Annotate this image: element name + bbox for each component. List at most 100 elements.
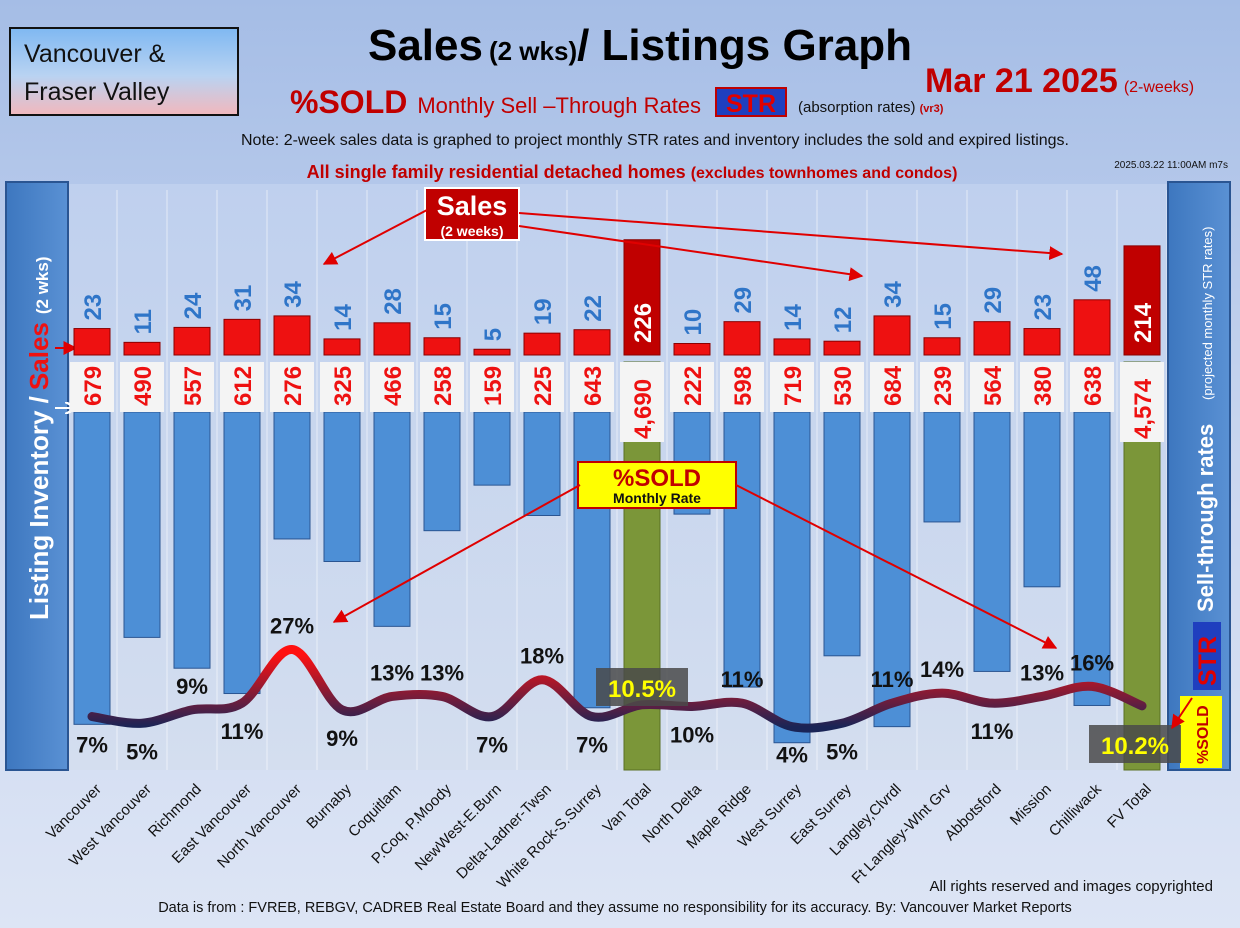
str-curve [87,645,1147,733]
str-value-label: 7% [576,733,608,758]
str-total-label: 10.2% [1101,733,1169,760]
inventory-bar [73,411,111,725]
str-value-label: 4% [776,743,808,768]
sales-arrow-mid [518,225,864,282]
sales-bar [723,321,761,356]
sales-value-label: 12 [830,306,857,333]
subtitle: All single family residential detached h… [307,162,958,182]
str-value-label: 5% [826,739,858,764]
inventory-label-box [720,362,764,412]
inventory-label-box [1020,362,1064,412]
str-value-label: 10% [670,723,714,748]
sales-value-label: 48 [1080,265,1107,292]
sales-value-label: 34 [880,281,907,308]
inventory-value-label: 222 [680,366,707,406]
sales-value-label: 34 [280,281,307,308]
sales-value-label: 29 [730,287,757,314]
sales-bar [823,340,861,356]
inventory-label-box [370,362,414,412]
inventory-value-label: 679 [80,366,107,406]
sales-bar [1023,328,1061,356]
sales-value-label: 5 [480,328,507,341]
str-total-box [1089,725,1181,763]
inventory-value-label: 159 [480,366,507,406]
report-date: Mar 21 2025 (2-weeks) [925,62,1194,100]
sales-value-label: 214 [1130,302,1157,343]
inventory-value-label: 239 [930,366,957,406]
str-value-label: 11% [221,719,264,744]
inventory-bar [373,411,411,627]
sold-callout-title: %SOLD [613,465,701,492]
sales-value-label: 23 [1030,294,1057,321]
str-value-label: 18% [520,644,564,669]
sales-callout [424,187,520,241]
sales-value-label: 14 [780,304,807,331]
right-axis-title: Sell-through rates [1193,424,1218,612]
page-title: Sales (2 wks)/ Listings Graph [368,21,912,70]
data-source-text: Data is from : FVREB, REBGV, CADREB Real… [158,900,1072,916]
inventory-bar [173,411,211,669]
sales-value-label: 14 [330,304,357,331]
sales-bar [1073,299,1111,356]
sales-bar [323,338,361,356]
region-line1: Vancouver & [24,40,166,68]
inventory-bar [473,411,511,486]
sales-arrow-left [322,209,428,265]
str-value-label: 11% [721,667,764,692]
sales-bar [773,338,811,356]
inventory-bar [1023,411,1061,588]
sales-callout-sub: (2 weeks) [440,223,503,239]
inventory-value-label: 530 [830,366,857,406]
inventory-label-box [920,362,964,412]
inventory-label-box [970,362,1014,412]
sales-bar [223,318,261,356]
str-value-label: 16% [1070,650,1114,675]
sales-value-label: 28 [380,288,407,315]
inventory-value-label: 225 [530,366,557,406]
inventory-label-box [170,362,214,412]
sold-callout-sub: Monthly Rate [613,490,701,506]
sales-bar [873,315,911,356]
inventory-label-box [1120,362,1164,412]
inventory-label-box [870,362,914,412]
sales-callout-title: Sales [437,191,508,221]
sales-bar [173,326,211,356]
str-total-label: 10.5% [608,676,676,703]
sales-value-label: 19 [530,298,557,325]
str-value-label: 11% [971,719,1014,744]
inventory-bar [723,411,761,688]
inventory-bar [973,411,1011,672]
inventory-label-box [620,412,664,442]
inventory-value-label: 466 [380,366,407,406]
inventory-value-label: 719 [780,366,807,406]
str-value-label: 9% [176,674,208,699]
sales-bar [973,321,1011,356]
sold-arrow-right [735,484,1058,649]
str-value-label: 9% [326,726,358,751]
sales-bar [423,337,461,356]
inventory-labels: 679 490 557 612 276 325 466 258 159 225 643 4,690 22… [70,362,1164,442]
left-axis-title: Listing Inventory /Sales(2 wks) [24,256,54,620]
region-line2: Fraser Valley [24,78,170,106]
inventory-value-label: 380 [1030,366,1057,406]
note-text: Note: 2-week sales data is graphed to pr… [241,132,1069,149]
inventory-label-box [520,362,564,412]
sales-value-label: 23 [80,294,107,321]
inventory-bar [423,411,461,532]
str-value-label: 13% [1020,660,1064,685]
sales-bar [523,332,561,356]
str-value-label: 13% [370,660,414,685]
inventory-value-label: 258 [430,366,457,406]
inventory-label-box [320,362,364,412]
inventory-bar [823,411,861,657]
sold-arrow-side [1171,697,1193,730]
right-axis-subtitle: (projected monthly STR rates) [1200,227,1215,400]
inventory-bar [573,411,611,709]
sales-value-label: 15 [930,303,957,330]
right-str-badge-text: STR [1194,636,1222,686]
str-absorption: (absorption rates) (vr3) [798,99,944,116]
inventory-bar [273,411,311,540]
inventory-label-box [570,362,614,412]
inventory-bar [523,411,561,516]
